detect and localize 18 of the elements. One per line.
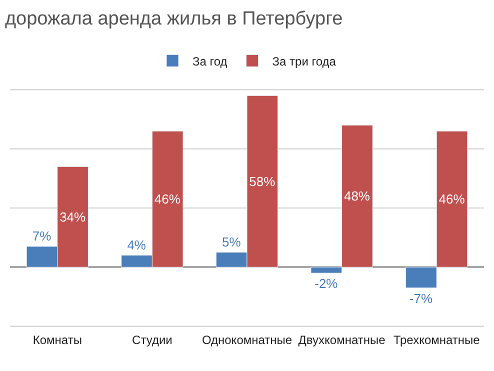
- legend-label: За год: [192, 54, 228, 68]
- chart-title: дорожала аренда жилья в Петербурге: [4, 8, 343, 30]
- data-label: 5%: [222, 234, 242, 250]
- x-tick-label: Трехкомнатные: [393, 333, 480, 347]
- data-label: 48%: [344, 188, 370, 204]
- data-label: 34%: [60, 209, 86, 224]
- x-tick-label: Двухкомнатные: [298, 333, 386, 347]
- legend-label: За три года: [272, 54, 336, 68]
- data-label: -7%: [409, 290, 433, 306]
- data-label: 4%: [127, 237, 146, 252]
- data-label: 58%: [249, 174, 276, 189]
- x-tick-label: Студии: [132, 333, 172, 347]
- x-tick-label: Однокомнатные: [202, 333, 292, 347]
- data-label: 46%: [154, 192, 181, 207]
- data-label: 7%: [32, 228, 52, 244]
- data-label: -2%: [314, 276, 338, 292]
- data-label: 46%: [438, 192, 466, 207]
- x-tick-label: Комнаты: [32, 333, 82, 347]
